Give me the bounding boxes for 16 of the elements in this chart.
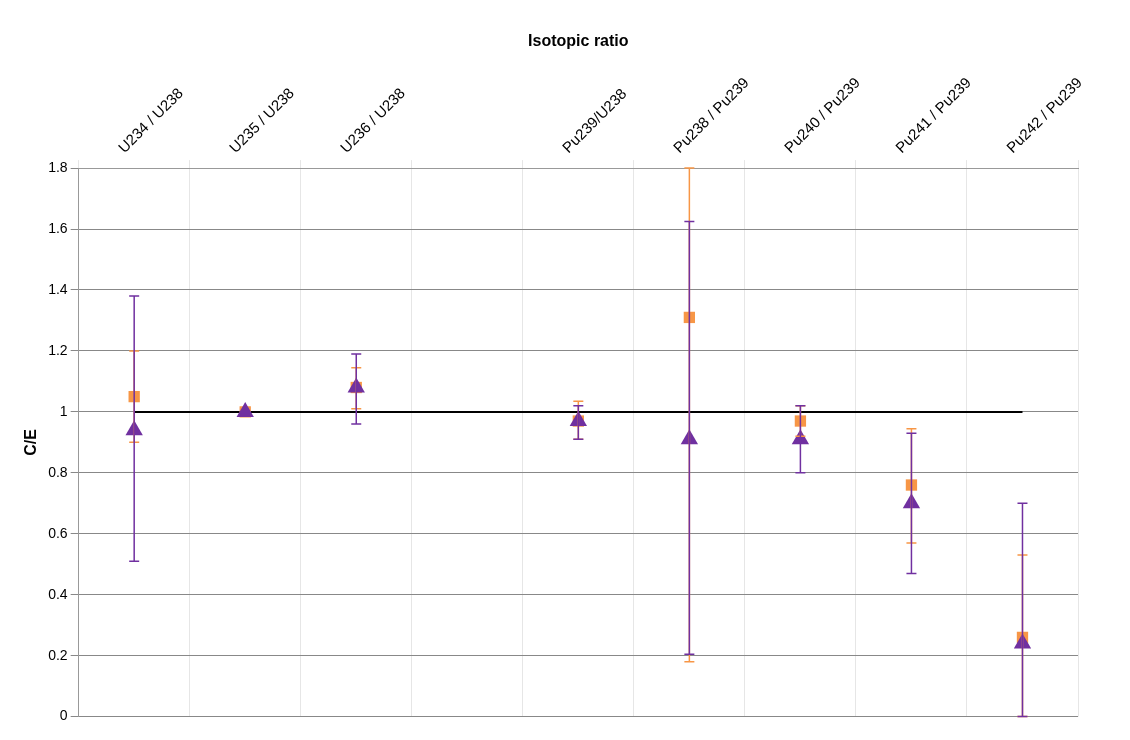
y-tick-label: 1.6 <box>48 219 68 236</box>
y-tick-label: 1 <box>59 402 68 419</box>
y-tick-label: 0.4 <box>48 585 68 602</box>
point <box>347 377 365 393</box>
point <box>905 479 918 491</box>
y-tick-label: 0.2 <box>48 646 68 663</box>
y-tick-label: 0 <box>59 707 68 724</box>
y-tick-label: 1.4 <box>48 280 68 297</box>
x-axis-title: Isotopic ratio <box>528 32 629 50</box>
y-axis-title: C/E <box>22 428 40 456</box>
point <box>794 415 807 427</box>
y-tick-label: 1.8 <box>48 158 68 175</box>
point <box>236 401 254 417</box>
y-tick-label: 0.6 <box>48 524 68 541</box>
y-tick-label: 1.2 <box>48 341 68 358</box>
y-tick-label: 0.8 <box>48 463 68 480</box>
